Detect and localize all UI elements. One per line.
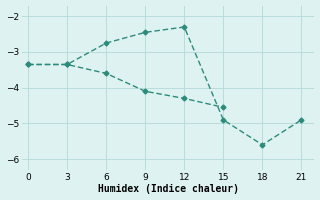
X-axis label: Humidex (Indice chaleur): Humidex (Indice chaleur) <box>98 184 238 194</box>
